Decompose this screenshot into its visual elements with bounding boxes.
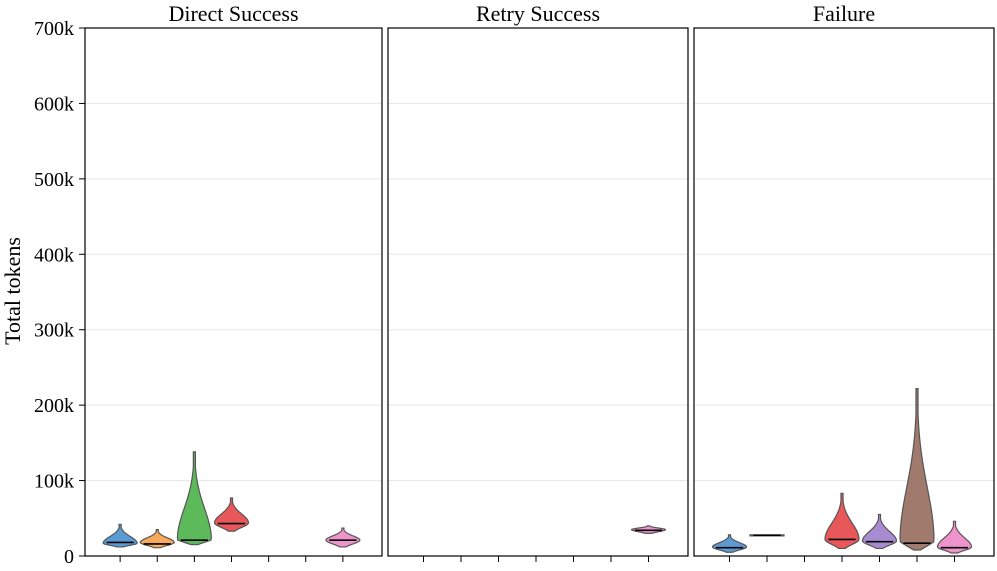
panel-frame — [84, 27, 383, 557]
grid-lines — [85, 27, 994, 482]
violin-body — [102, 523, 138, 548]
y-tick-label: 700k — [34, 18, 74, 40]
violin-body — [711, 534, 748, 553]
y-tick-label: 500k — [34, 169, 74, 191]
panel-frames — [84, 27, 995, 557]
violin-body — [139, 529, 175, 549]
chart-text: 0 100k 200k 300k 400k 500k 600k 700k Direct Succ… — [34, 1, 875, 568]
panel-title: Retry Success — [476, 1, 600, 26]
y-tick-label: 0 — [64, 546, 74, 568]
violin-body — [176, 451, 212, 546]
violin-body — [936, 520, 973, 554]
violins — [102, 387, 973, 554]
panel-title: Direct Success — [168, 1, 298, 26]
violin-body — [861, 513, 898, 550]
y-tick-label: 200k — [34, 395, 74, 417]
violin-body — [899, 387, 935, 551]
panel-frame — [693, 27, 995, 557]
violin-body — [824, 492, 860, 550]
y-tick-label: 600k — [34, 93, 74, 115]
panel-frame — [387, 27, 689, 557]
y-tick-label: 300k — [34, 320, 74, 342]
axis-ticks — [79, 27, 955, 562]
panel-title: Failure — [813, 1, 875, 26]
y-axis-label: Total tokens — [0, 237, 25, 345]
violin-body — [325, 527, 361, 548]
y-tick-label: 100k — [34, 471, 74, 493]
y-tick-label: 400k — [34, 244, 74, 266]
violin-body — [213, 497, 250, 532]
